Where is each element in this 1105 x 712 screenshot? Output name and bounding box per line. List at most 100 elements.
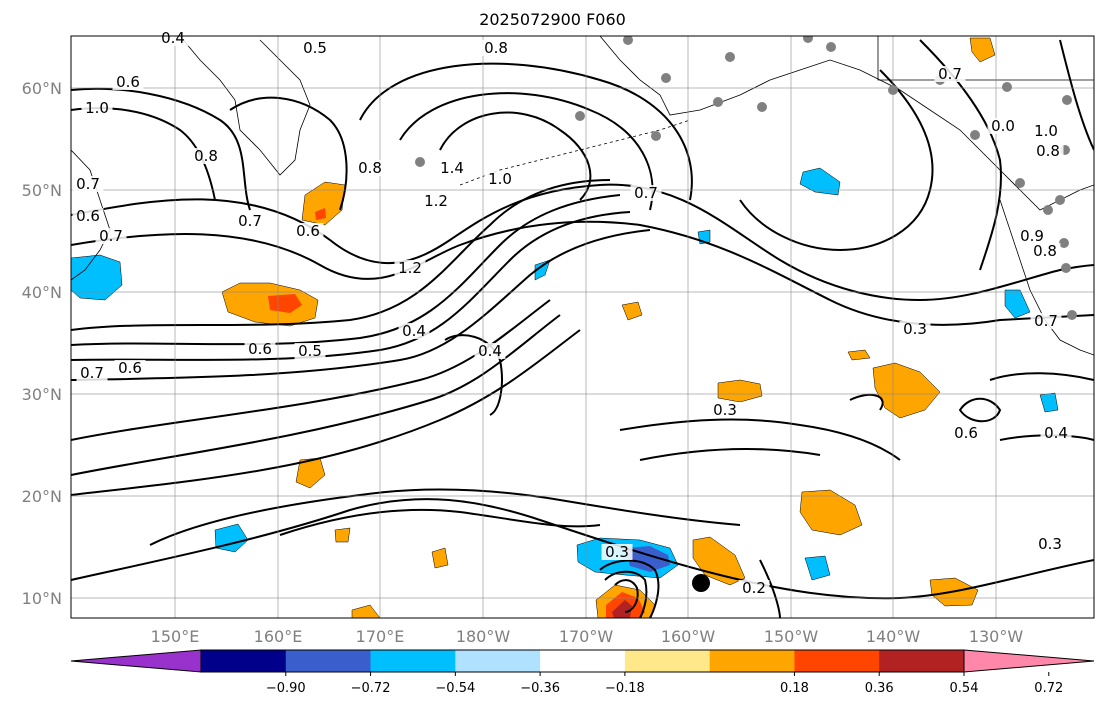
svg-text:0.3: 0.3 — [903, 320, 927, 338]
lat-label: 20°N — [22, 487, 62, 506]
svg-text:0.3: 0.3 — [1038, 535, 1062, 553]
cold-patch-sw — [214, 523, 249, 553]
hot-core-50n — [315, 208, 326, 220]
colorbar-swatch — [709, 650, 795, 672]
warm-patch-ne — [969, 37, 996, 63]
svg-text:0.7: 0.7 — [99, 227, 123, 245]
warm-patch-sm4 — [431, 547, 449, 569]
contour-label: 0.2 — [738, 579, 770, 597]
map-frame — [70, 35, 1095, 619]
cold-patch-sm2 — [804, 555, 831, 581]
colorbar-swatch — [370, 650, 456, 672]
colorbar-extend-high — [963, 649, 1095, 673]
map-area — [71, 36, 1094, 618]
svg-text:0.4: 0.4 — [1044, 424, 1068, 442]
colorbar-swatch — [879, 650, 965, 672]
colorbar-tick-label: −0.18 — [605, 681, 645, 696]
ak-box — [877, 36, 1094, 81]
dark-core-tc — [612, 600, 632, 618]
svg-text:0.8: 0.8 — [1036, 142, 1060, 160]
warm-patch-15n — [799, 489, 863, 536]
station-marker — [757, 102, 767, 112]
contour-label: 0.6 — [112, 73, 144, 91]
svg-text:1.0: 1.0 — [85, 99, 109, 117]
lat-label: 40°N — [22, 283, 62, 302]
hot-core-40n — [268, 294, 302, 313]
colorbar-tick-label: 0.72 — [1034, 681, 1063, 696]
svg-text:0.6: 0.6 — [76, 207, 100, 225]
contour-label: 0.5 — [294, 342, 326, 360]
colorbar-tick-label: 0.18 — [780, 681, 809, 696]
station-marker — [713, 97, 723, 107]
svg-text:0.4: 0.4 — [402, 322, 426, 340]
contour-label: 0.7 — [95, 227, 127, 245]
warm-patch-sm3 — [334, 527, 351, 543]
cold-patch-se — [1004, 289, 1031, 319]
svg-text:0.6: 0.6 — [954, 424, 978, 442]
colorbar-swatch — [624, 650, 711, 672]
cold-patch-west — [71, 254, 123, 301]
darker-cold-tc — [625, 546, 670, 572]
warm-patch-12n — [692, 536, 746, 586]
svg-text:0.7: 0.7 — [634, 184, 658, 202]
lat-label: 50°N — [22, 181, 62, 200]
svg-text:0.0: 0.0 — [991, 117, 1015, 135]
contour-label: 0.3 — [601, 543, 633, 561]
contour-label: 0.6 — [114, 359, 146, 377]
contour-label: 0.6 — [72, 207, 104, 225]
lon-label: 180°W — [456, 627, 511, 646]
map-title: 2025072900 F060 — [479, 10, 626, 29]
lon-label: 160°E — [254, 627, 303, 646]
svg-text:0.4: 0.4 — [478, 342, 502, 360]
contour-label: 1.0 — [1030, 122, 1062, 140]
lon-label: 160°W — [661, 627, 716, 646]
contour-label: 0.8 — [480, 39, 512, 57]
lon-label: 130°W — [969, 627, 1024, 646]
cold-patch-ak — [799, 167, 841, 196]
colorbar: −0.90 −0.72 −0.54 −0.36 −0.18 0.18 0.36 0.54 0.7… — [70, 649, 1095, 696]
lat-label: 10°N — [22, 589, 62, 608]
contour-label: 0.3 — [709, 401, 741, 419]
warm-patch-sm1 — [621, 301, 643, 321]
colorbar-extend-low — [70, 649, 202, 673]
coast-kamchatka — [179, 36, 311, 176]
latitude-labels: 60°N 50°N 40°N 30°N 20°N 10°N — [22, 79, 62, 608]
station-marker — [826, 42, 836, 52]
colorbar-tick-label: −0.54 — [435, 681, 475, 696]
colorbar-frame — [200, 649, 965, 673]
svg-text:1.0: 1.0 — [1034, 122, 1058, 140]
station-marker — [575, 111, 585, 121]
svg-text:0.2: 0.2 — [742, 579, 766, 597]
svg-text:0.3: 0.3 — [605, 543, 629, 561]
station-marker — [1062, 95, 1072, 105]
svg-text:0.5: 0.5 — [303, 39, 327, 57]
contour-label: 0.4 — [474, 342, 506, 360]
svg-text:1.2: 1.2 — [398, 259, 422, 277]
lat-label: 60°N — [22, 79, 62, 98]
svg-text:1.0: 1.0 — [488, 170, 512, 188]
contour-label: 0.7 — [76, 364, 108, 382]
lat-label: 30°N — [22, 385, 62, 404]
lon-label: 140°W — [866, 627, 921, 646]
storm-center-marker — [692, 574, 710, 592]
lon-label: 150°W — [764, 627, 819, 646]
contour-label: 0.7 — [630, 184, 662, 202]
gridlines — [71, 36, 1094, 618]
colorbar-tick-label: 0.54 — [950, 681, 979, 696]
station-marker — [415, 157, 425, 167]
svg-text:1.4: 1.4 — [440, 159, 464, 177]
svg-text:0.6: 0.6 — [118, 359, 142, 377]
colorbar-swatch — [455, 650, 541, 672]
contour-label: 1.4 — [436, 159, 468, 177]
svg-text:0.9: 0.9 — [1020, 227, 1044, 245]
cold-patch-sm1 — [534, 259, 551, 281]
contour-label: 0.5 — [299, 39, 331, 57]
colorbar-swatch — [540, 650, 626, 672]
contour-label: 1.2 — [394, 259, 426, 277]
coast-alaska — [599, 36, 1094, 211]
svg-text:0.6: 0.6 — [116, 73, 140, 91]
svg-text:0.5: 0.5 — [298, 342, 322, 360]
contour-label: 0.7 — [234, 212, 266, 230]
contour-label: 0.7 — [1030, 312, 1062, 330]
contour-label: 0.8 — [1032, 142, 1064, 160]
